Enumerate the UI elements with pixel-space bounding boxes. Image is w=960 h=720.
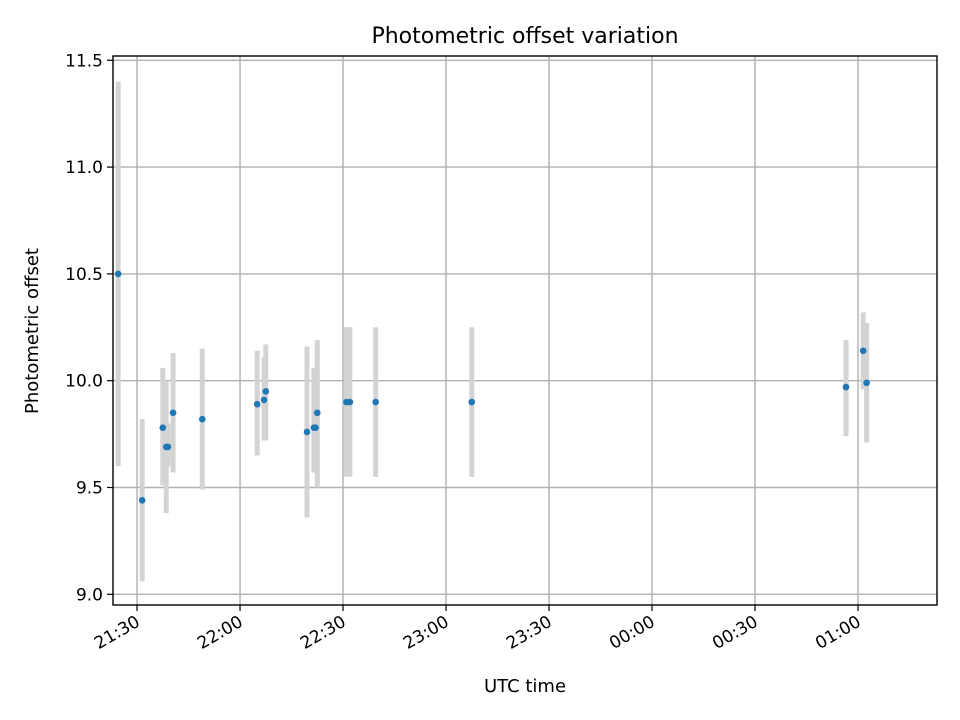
- x-tick-label: 22:30: [297, 612, 349, 654]
- y-tick-label: 11.5: [65, 51, 103, 71]
- data-point: [346, 398, 354, 406]
- x-tick-label: 23:00: [400, 612, 452, 654]
- x-tick-label: 22:00: [194, 612, 246, 654]
- data-point: [159, 424, 167, 431]
- chart-title: Photometric offset variation: [371, 24, 678, 49]
- y-tick-label: 9.0: [76, 585, 103, 605]
- plot-frame: [112, 55, 938, 606]
- data-point: [262, 388, 270, 395]
- data-point: [114, 270, 122, 278]
- data-point: [372, 398, 379, 406]
- data-point: [863, 379, 870, 387]
- data-point: [468, 398, 476, 406]
- ticks: [107, 59, 859, 611]
- y-axis-label: Photometric offset: [22, 248, 43, 414]
- data-point: [313, 409, 321, 417]
- data-point: [198, 415, 206, 423]
- y-tick-label: 10.5: [65, 265, 103, 285]
- tick-labels: 21:30 22:00 22:30 23:00 23:30 00:00 00:30 01:00…: [65, 51, 864, 654]
- x-tick-label: 00:30: [709, 612, 761, 654]
- y-tick-label: 9.5: [76, 479, 103, 499]
- x-tick-label: 23:30: [503, 612, 555, 654]
- data-points: [114, 270, 870, 504]
- x-tick-label: 00:00: [606, 612, 658, 654]
- x-axis-label: UTC time: [484, 676, 566, 697]
- data-point: [138, 497, 146, 504]
- data-point: [842, 383, 850, 391]
- data-point: [253, 400, 261, 408]
- data-point: [164, 443, 172, 451]
- data-point: [169, 409, 177, 417]
- x-tick-label: 01:00: [812, 612, 864, 654]
- data-point: [312, 424, 319, 431]
- data-point: [859, 347, 867, 355]
- data-point: [260, 396, 268, 404]
- grid: [113, 56, 937, 605]
- y-tick-label: 11.0: [65, 158, 103, 178]
- x-tick-label: 21:30: [91, 612, 143, 654]
- y-tick-label: 10.0: [65, 372, 103, 392]
- data-point: [303, 428, 311, 436]
